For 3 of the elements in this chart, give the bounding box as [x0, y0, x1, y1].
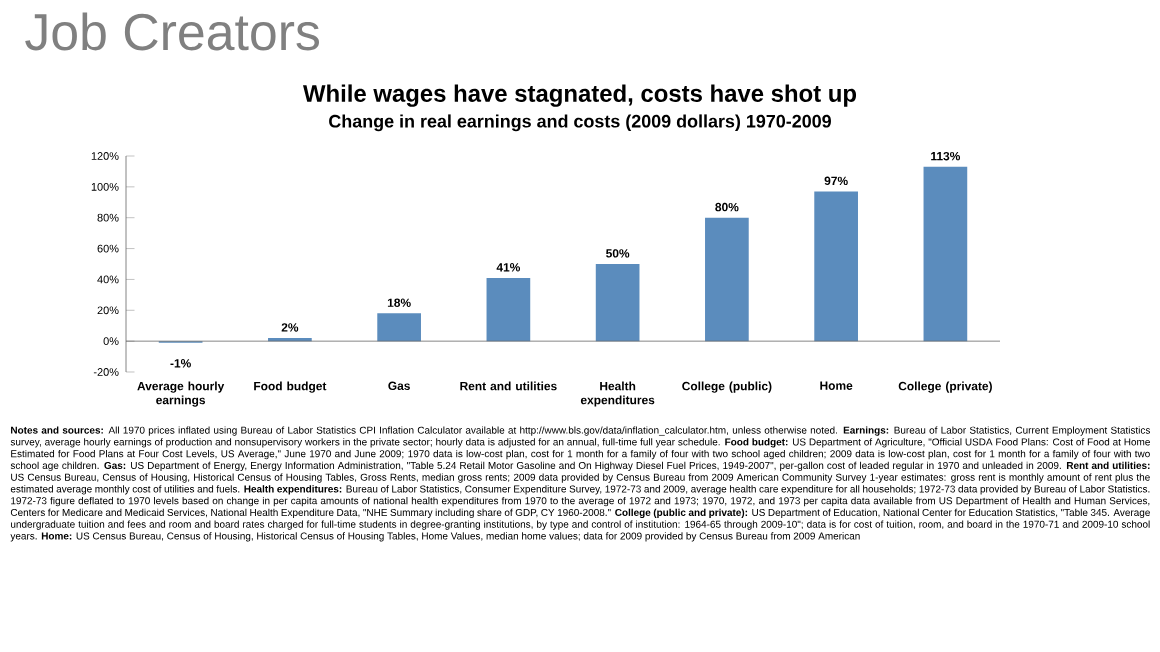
text: Change in real earnings and costs (2009 dollars) 1970-2009	[329, 114, 831, 132]
chart-title: Job Creators	[25, 12, 320, 51]
chart-subtitle: While wages have stagnated, costs have shot up	[303, 84, 857, 107]
